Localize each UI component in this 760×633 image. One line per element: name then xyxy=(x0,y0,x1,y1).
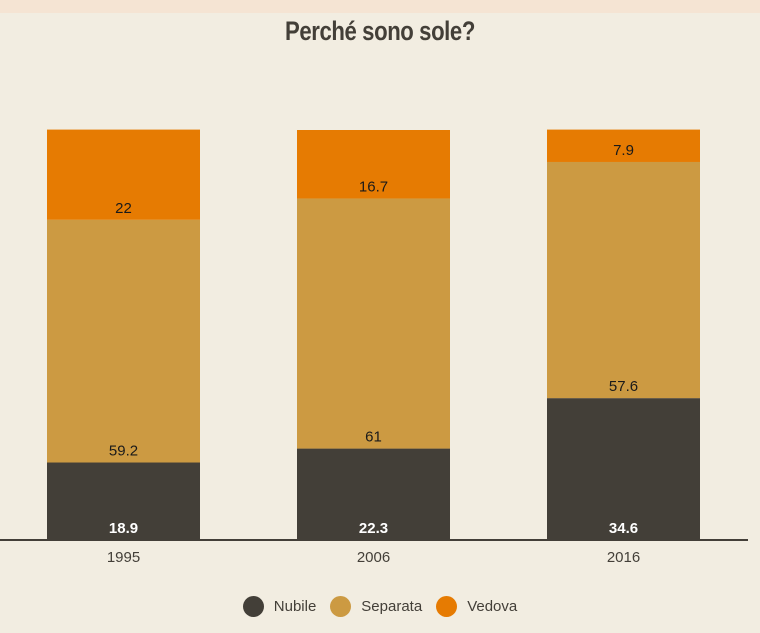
legend-item-separata[interactable]: Separata xyxy=(330,596,422,617)
bar-segment-separata-2016 xyxy=(547,161,700,399)
legend-label: Nubile xyxy=(273,598,317,615)
legend-label: Separata xyxy=(361,598,423,615)
legend-label: Vedova xyxy=(467,598,518,615)
chart-title: Perché sono sole? xyxy=(285,16,475,46)
data-label: 59.2 xyxy=(109,443,138,460)
legend-dot-icon xyxy=(242,596,264,617)
top-strip xyxy=(0,0,760,13)
data-label: 34.6 xyxy=(609,520,638,537)
data-label: 18.9 xyxy=(109,520,138,537)
bar-segment-separata-1995 xyxy=(47,219,200,463)
x-tick-label: 2016 xyxy=(607,549,640,566)
bar-segment-vedova-2006 xyxy=(297,130,450,199)
data-label: 57.6 xyxy=(609,378,638,395)
legend-dot-icon xyxy=(330,596,352,617)
x-tick-label: 2006 xyxy=(357,549,390,566)
bar-segment-vedova-1995 xyxy=(47,129,200,220)
bar-segment-separata-2006 xyxy=(297,198,450,449)
bar-segment-nubile-2006 xyxy=(297,448,450,540)
legend: Nubile Separata Vedova xyxy=(0,596,760,617)
data-label: 22.3 xyxy=(359,520,388,537)
bar-segment-vedova-2016 xyxy=(547,129,700,162)
data-label: 61 xyxy=(365,429,382,446)
legend-item-nubile[interactable]: Nubile xyxy=(242,596,317,617)
data-label: 22 xyxy=(115,200,132,217)
bar-segment-nubile-1995 xyxy=(47,462,200,540)
data-label: 7.9 xyxy=(613,142,634,159)
legend-item-vedova[interactable]: Vedova xyxy=(436,596,517,617)
bar-segment-nubile-2016 xyxy=(547,398,700,540)
legend-dot-icon xyxy=(436,596,458,617)
data-label: 16.7 xyxy=(359,178,388,195)
x-tick-label: 1995 xyxy=(107,549,140,566)
